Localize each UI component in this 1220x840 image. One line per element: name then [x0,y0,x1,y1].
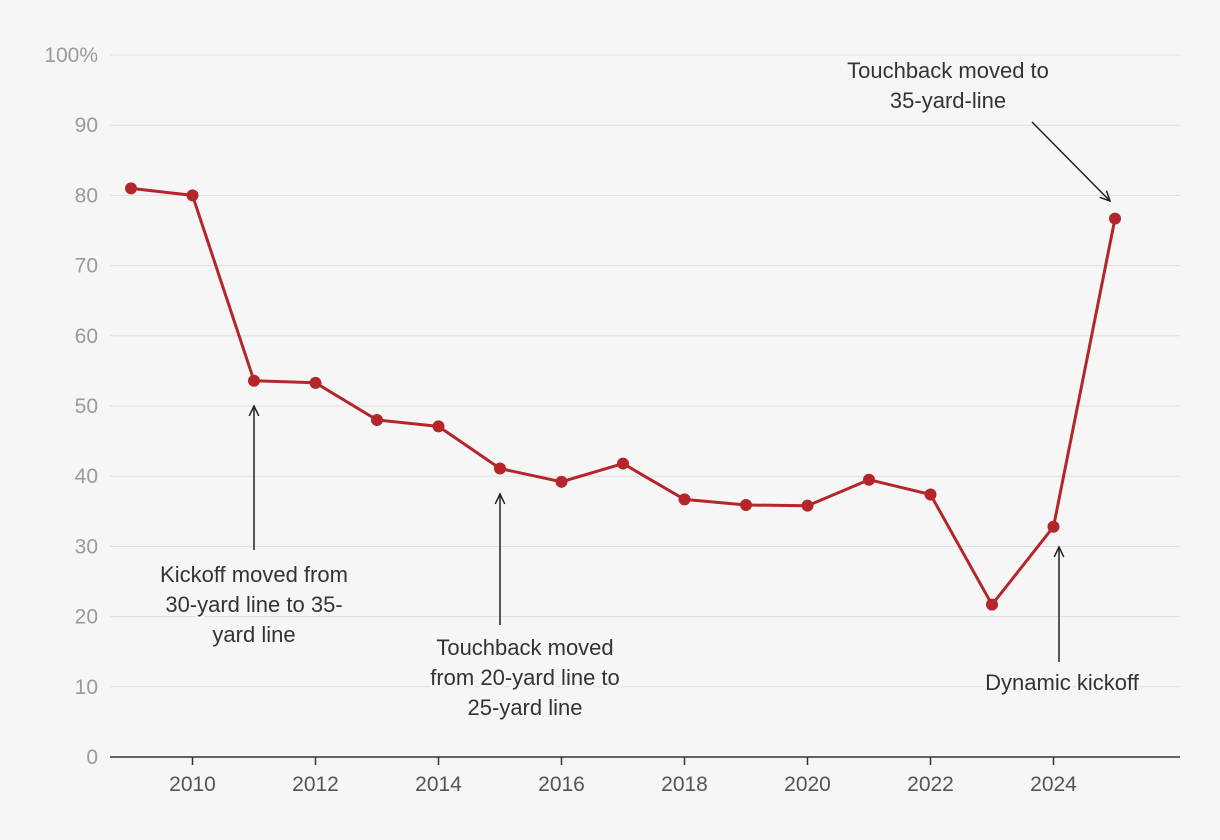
annotation-label: yard line [212,622,295,647]
y-tick-label: 20 [75,606,98,629]
y-tick-label: 100% [44,44,98,67]
data-point [740,498,752,511]
annotation-label: 35-yard-line [890,88,1006,113]
data-point [186,189,199,202]
x-tick-label: 2012 [292,773,339,796]
data-point [801,499,814,512]
x-tick-label: 2020 [784,773,831,796]
data-point [986,598,998,611]
y-tick-label: 60 [75,325,98,348]
x-tick-label: 2024 [1030,773,1077,796]
annotations: Kickoff moved from 30-yard line to 35- yar… [158,56,1143,723]
y-tick-label: 40 [75,465,98,488]
annotation-label: Kickoff moved from [160,562,348,587]
annotation-label: 30-yard line to 35- [165,592,342,617]
arrowhead [248,404,260,417]
y-tick-label: 80 [75,184,98,207]
data-point [309,376,322,389]
x-tick-label: 2010 [169,773,216,796]
series-line [129,186,1117,607]
data-point [248,374,260,387]
data-point [1109,212,1121,225]
arrowhead [1099,190,1112,203]
x-tick-label: 2016 [538,773,585,796]
data-point [555,475,568,488]
annotation-label: Touchback moved to [847,58,1049,83]
x-tick-label: 2022 [907,773,954,796]
data-point [371,414,383,427]
data-point [863,473,875,486]
y-tick-label: 0 [86,746,98,769]
annotation-arrow [1031,121,1111,202]
annotation-label: Dynamic kickoff [985,670,1140,695]
annotation: Kickoff moved from 30-yard line to 35- yar… [158,404,350,650]
y-tick-label: 50 [75,395,98,418]
y-tick-label: 30 [75,535,98,558]
annotation: Dynamic kickoff [983,545,1142,698]
data-point [1047,520,1060,533]
arrowhead [1053,545,1065,558]
annotation: Touchback moved to 35-yard-line [845,56,1112,203]
annotation-label: from 20-yard line to [430,665,620,690]
gridlines [110,54,1180,688]
y-tick-label: 70 [75,255,98,278]
axes: 0 10 20 30 40 50 60 70 80 90 100% 2010 2012 2014 2016 2… [44,44,1180,796]
annotation: Touchback moved from 20-yard line to 25-ya… [428,492,622,723]
y-tick-label: 10 [75,676,98,699]
data-point [617,457,629,470]
y-tick-label: 90 [75,114,98,137]
data-point [924,488,937,501]
data-point [125,182,137,195]
data-point [494,462,506,475]
data-point [678,493,691,506]
annotation-label: 25-yard line [468,695,583,720]
data-point [432,420,445,433]
series [125,182,1121,611]
x-tick-label: 2018 [661,773,708,796]
x-tick-label: 2014 [415,773,462,796]
arrowhead [494,492,506,505]
annotation-label: Touchback moved [436,635,613,660]
